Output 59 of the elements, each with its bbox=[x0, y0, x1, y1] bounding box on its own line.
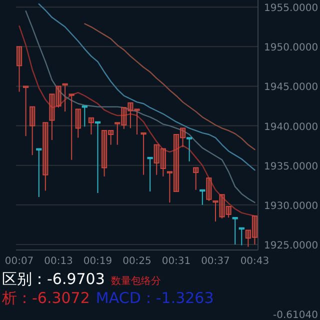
candlestick bbox=[200, 189, 206, 206]
candlestick bbox=[147, 156, 153, 192]
y-tick-label: 1935.0000 bbox=[264, 161, 318, 172]
candlestick bbox=[193, 167, 199, 190]
candlestick bbox=[134, 108, 140, 135]
y-tick-label: 1940.0000 bbox=[264, 122, 318, 133]
candlestick bbox=[166, 171, 173, 204]
line-series bbox=[38, 3, 256, 171]
x-tick-label: 00:25 bbox=[122, 256, 152, 267]
candlestick bbox=[154, 144, 160, 176]
candlestick bbox=[30, 106, 36, 156]
x-tick-label: 00:13 bbox=[44, 256, 73, 267]
candlestick bbox=[114, 122, 120, 146]
candlestick bbox=[68, 94, 74, 160]
candlestick bbox=[206, 178, 212, 202]
x-tick-label: 00:37 bbox=[201, 256, 230, 267]
candlestick bbox=[245, 230, 251, 248]
line-series bbox=[25, 10, 256, 204]
candlestick bbox=[232, 217, 238, 245]
candlestick bbox=[75, 108, 81, 138]
x-tick-label: 00:31 bbox=[162, 256, 191, 267]
y-tick-label: 1925.0000 bbox=[264, 240, 318, 252]
candlestick bbox=[16, 46, 22, 92]
text: 析：-6.3072 bbox=[1, 289, 90, 307]
text: 区别：-6.9703 bbox=[2, 270, 105, 288]
candlestick bbox=[173, 134, 180, 192]
candlestick bbox=[219, 194, 225, 219]
candlestick bbox=[62, 83, 68, 112]
x-tick-label: 00:07 bbox=[4, 256, 34, 267]
candlestick bbox=[88, 117, 94, 135]
candlestick bbox=[252, 215, 258, 245]
candlestick bbox=[226, 206, 232, 218]
y-tick-label: 1930.0000 bbox=[264, 200, 318, 212]
candlestick bbox=[140, 132, 146, 176]
candlestick bbox=[186, 137, 192, 162]
candlestick bbox=[94, 121, 101, 194]
candlestick bbox=[108, 130, 114, 146]
candlestick bbox=[238, 227, 244, 246]
candlestick bbox=[212, 200, 218, 222]
candlestick bbox=[128, 102, 134, 129]
line-series bbox=[84, 23, 256, 150]
y-tick-label: 1955.0000 bbox=[264, 3, 318, 14]
x-tick-label: 00:43 bbox=[240, 256, 270, 267]
candlestick bbox=[121, 107, 127, 130]
candlestick bbox=[49, 94, 55, 141]
y-tick-label: 1950.0000 bbox=[264, 42, 318, 54]
candlestick bbox=[180, 128, 186, 148]
candlestick bbox=[56, 86, 62, 108]
x-tick-label: 00:19 bbox=[83, 256, 112, 267]
y-tick-label: 1945.0000 bbox=[264, 82, 318, 94]
text: -0.61040 bbox=[273, 310, 318, 320]
text: MACD：-1.3263 bbox=[96, 289, 214, 307]
text: 数量包络分 bbox=[110, 275, 161, 287]
candlestick bbox=[36, 148, 42, 198]
candlestick bbox=[23, 86, 29, 137]
candlestick bbox=[160, 148, 166, 177]
candlestick bbox=[42, 122, 48, 192]
candlestick bbox=[82, 106, 88, 128]
candlestick bbox=[101, 130, 108, 177]
